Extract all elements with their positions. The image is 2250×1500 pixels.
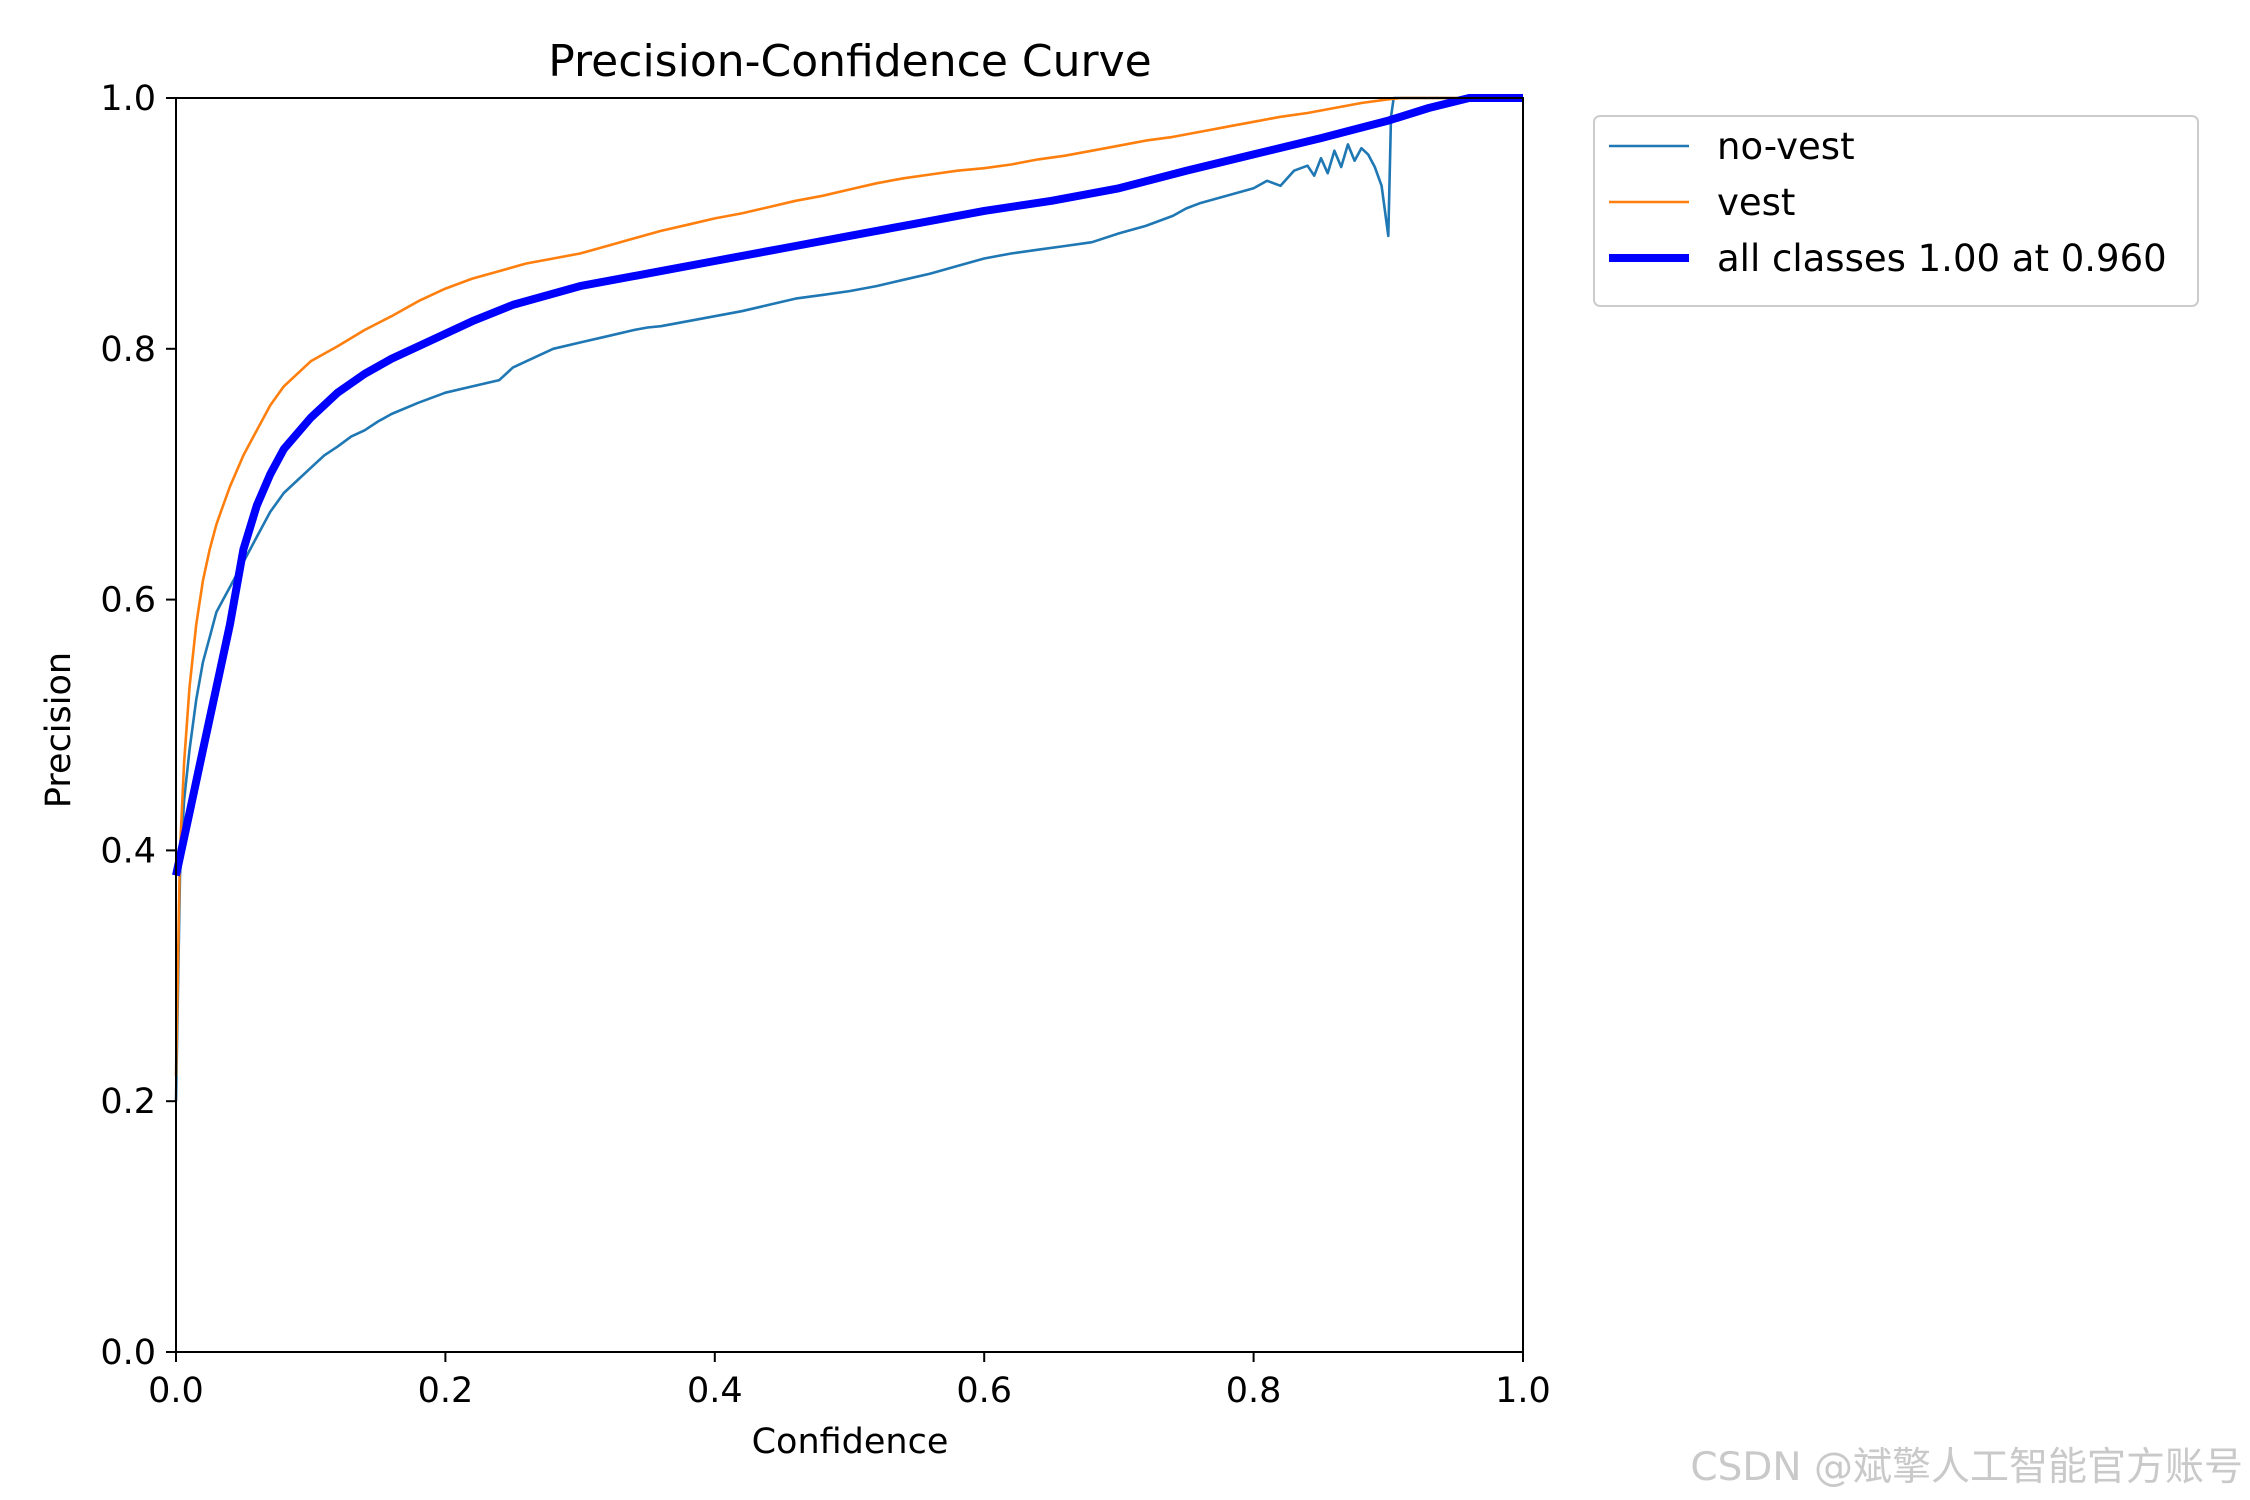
x-tick-label-0-4: 0.4 xyxy=(687,1371,743,1411)
legend: no-vest vest all classes 1.00 at 0.960 xyxy=(1593,115,2199,307)
plot-area xyxy=(172,94,1523,1102)
legend-label-no-vest: no-vest xyxy=(1717,125,1855,168)
x-tick-label-0-6: 0.6 xyxy=(956,1371,1012,1411)
legend-box xyxy=(1593,115,2199,307)
y-axis-label: Precision xyxy=(39,652,79,808)
series-line-vest xyxy=(174,96,1523,1077)
y-tick-label-0-8: 0.8 xyxy=(100,330,156,370)
legend-label-vest: vest xyxy=(1717,181,1795,224)
y-tick-label-0-6: 0.6 xyxy=(100,581,156,621)
x-tick-label-1-0: 1.0 xyxy=(1495,1371,1551,1411)
series-line-all-classes-1-00-at-0-960 xyxy=(172,94,1523,877)
y-tick-label-0-0: 0.0 xyxy=(100,1333,156,1373)
chart-title: Precision-Confidence Curve xyxy=(548,36,1151,87)
axes: 0.0 0.2 0.4 0.6 0.8 1.0 0.0 0.2 0.4 0.6 0.8 1.0 xyxy=(100,79,1551,1411)
y-tick-label-0-2: 0.2 xyxy=(100,1082,156,1122)
series-line-no-vest xyxy=(174,96,1523,1102)
x-tick-label-0-8: 0.8 xyxy=(1226,1371,1282,1411)
axes-frame xyxy=(175,97,1524,1353)
x-axis-label: Confidence xyxy=(752,1422,949,1462)
y-tick-label-1-0: 1.0 xyxy=(100,79,156,119)
x-tick-label-0-0: 0.0 xyxy=(148,1371,204,1411)
y-tick-label-0-4: 0.4 xyxy=(100,831,156,871)
legend-label-all-classes-1-00-at-0-960: all classes 1.00 at 0.960 xyxy=(1717,237,2167,280)
x-tick-label-0-2: 0.2 xyxy=(418,1371,474,1411)
watermark-text: CSDN @斌擎人工智能官方账号 xyxy=(1690,1445,2243,1490)
